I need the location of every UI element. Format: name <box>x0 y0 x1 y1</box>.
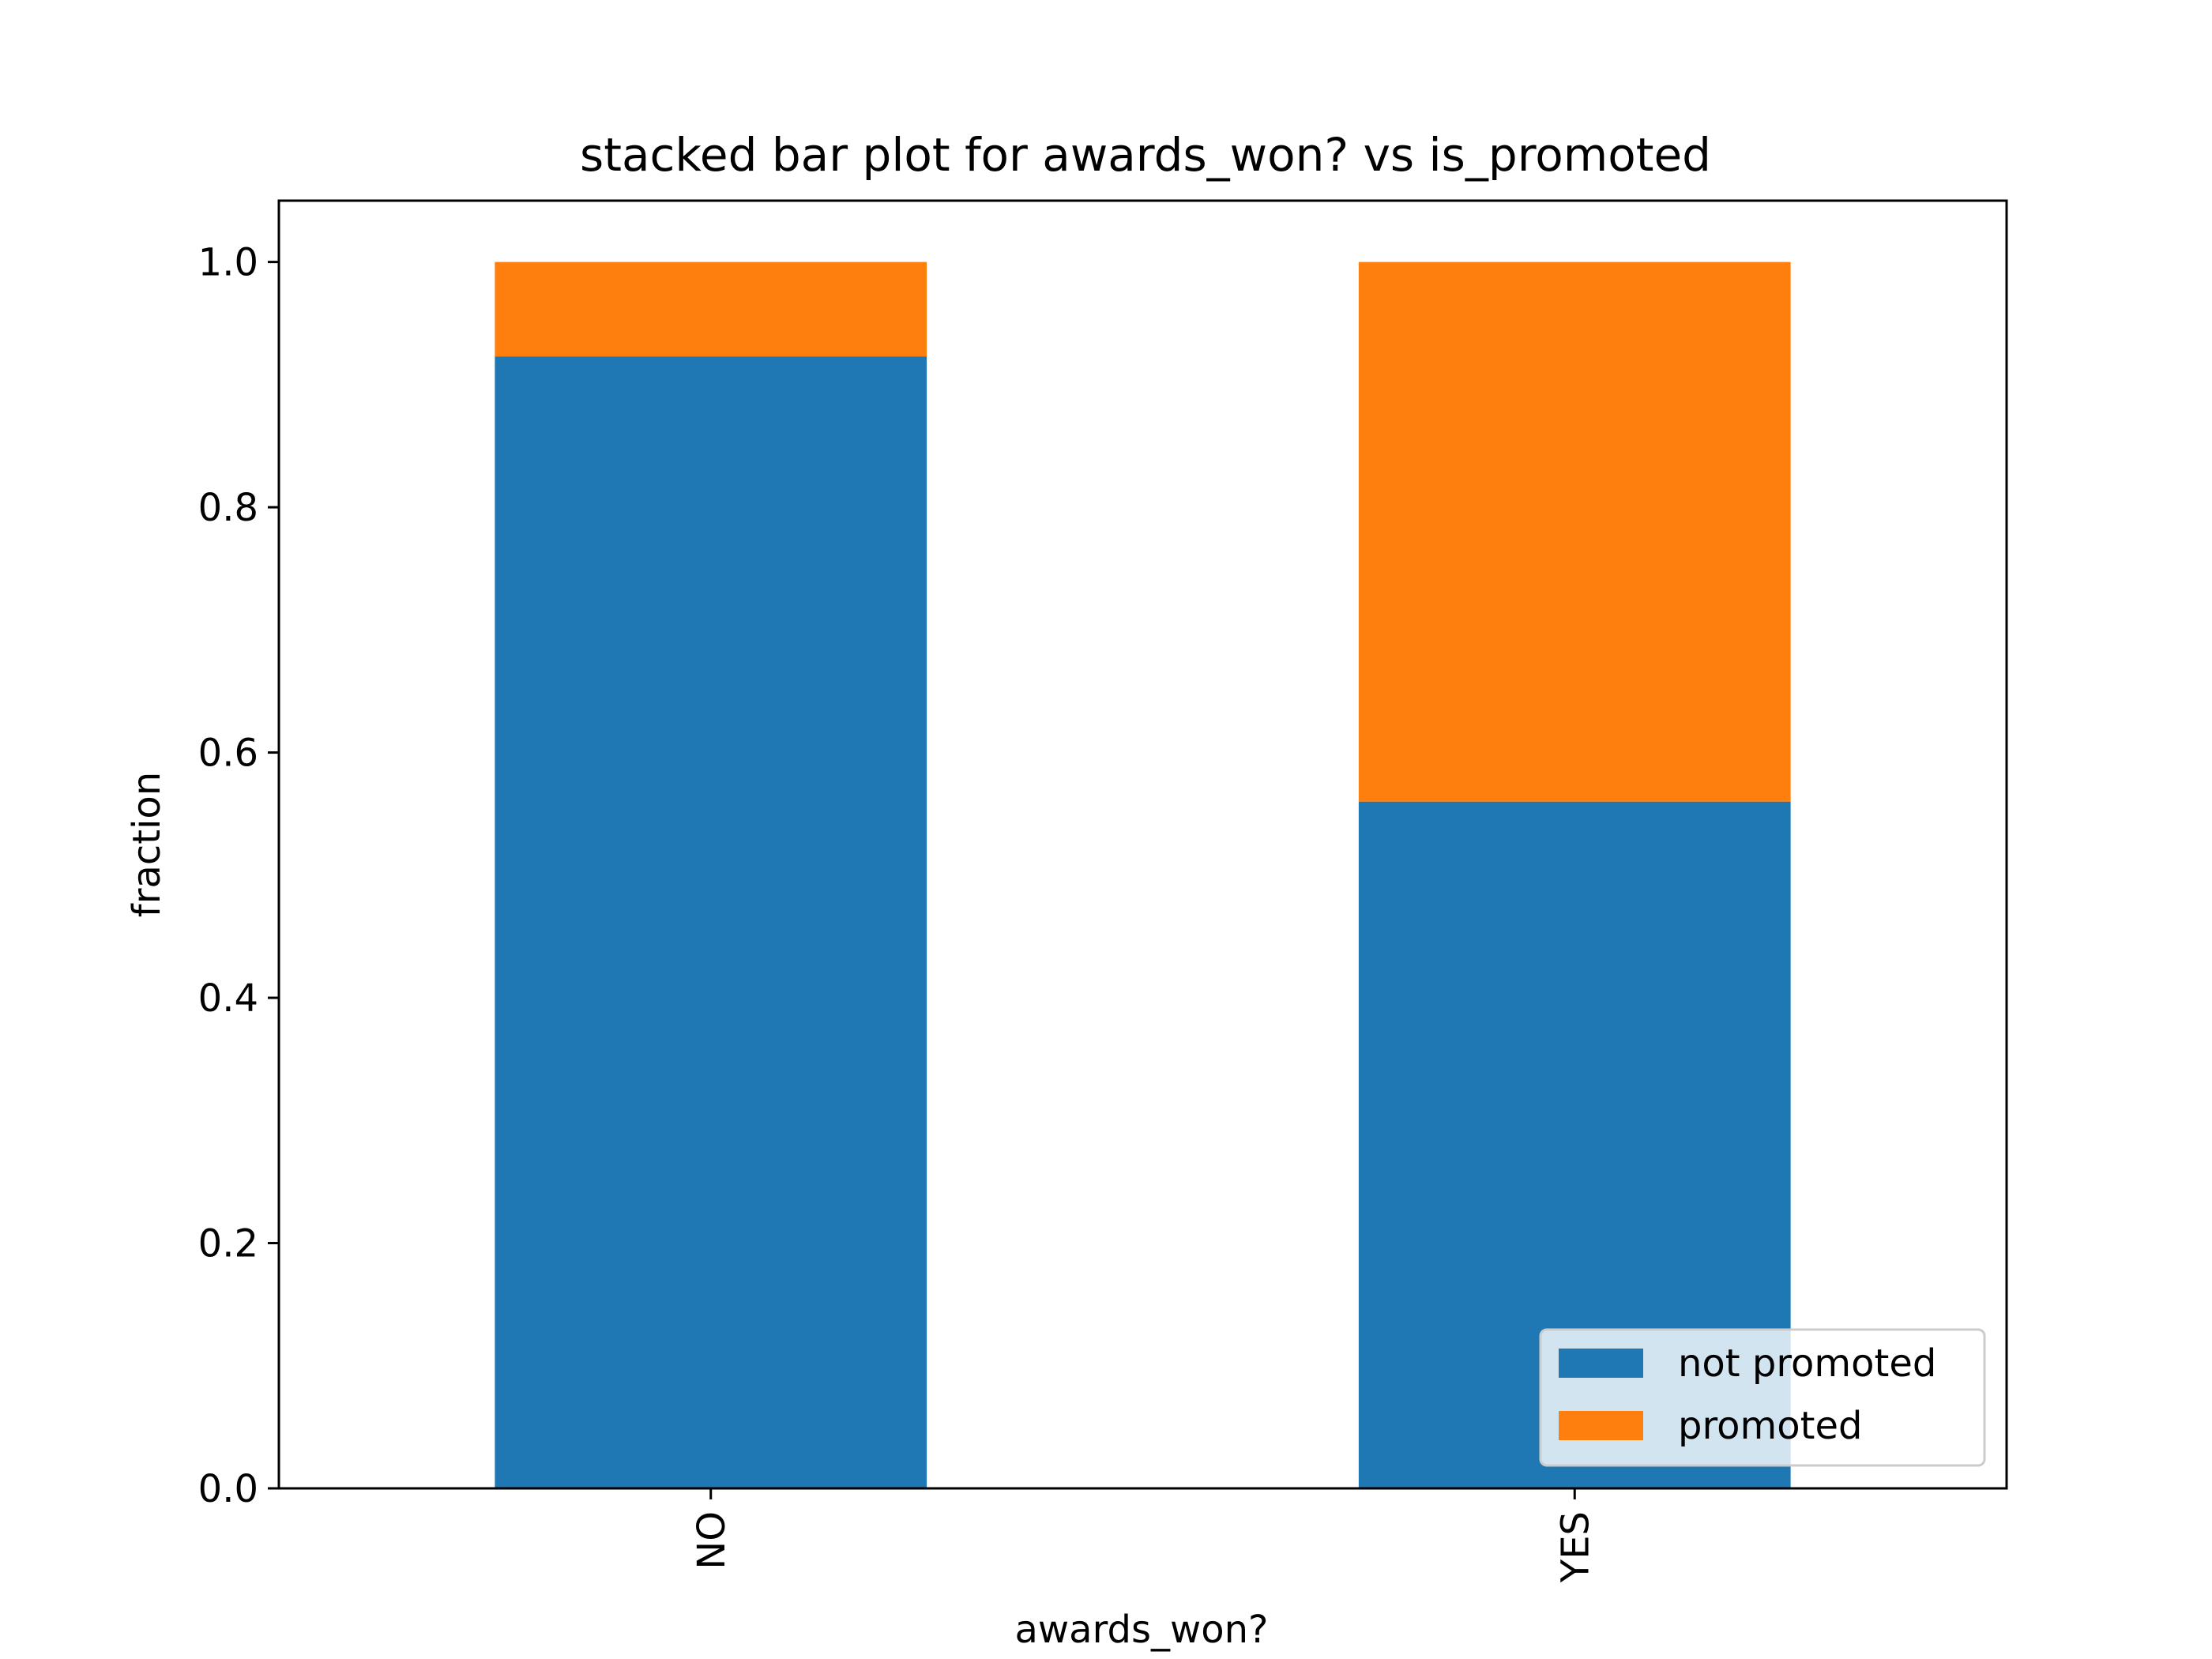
x-tick-label: YES <box>1553 1511 1597 1583</box>
bar-yes-promoted <box>1358 261 1791 802</box>
legend-label-not-promoted: not promoted <box>1678 1341 1936 1386</box>
y-tick-label: 0.2 <box>198 1222 258 1266</box>
legend-label-promoted: promoted <box>1678 1404 1862 1448</box>
y-tick-label: 1.0 <box>198 241 258 285</box>
chart-title: stacked bar plot for awards_won? vs is_p… <box>580 128 1711 182</box>
bar-no-not-promoted <box>495 356 927 1489</box>
legend-swatch-not-promoted <box>1559 1349 1643 1378</box>
bars-group <box>495 261 1791 1489</box>
plot-frame <box>277 199 2008 1490</box>
x-axis-label: awards_won? <box>1015 1608 1269 1652</box>
y-axis: 0.0 0.2 0.4 0.6 0.8 1.0 <box>198 241 279 1511</box>
y-tick-label: 0.4 <box>198 976 258 1021</box>
y-axis-label: fraction <box>125 772 169 917</box>
bar-no-promoted <box>495 261 927 357</box>
y-tick-label: 0.0 <box>198 1467 258 1511</box>
legend: not promoted promoted <box>1539 1328 1986 1467</box>
x-tick-label: NO <box>690 1511 734 1570</box>
legend-box <box>1539 1328 1986 1467</box>
x-axis: NO YES <box>690 1488 1597 1583</box>
legend-swatch-promoted <box>1559 1411 1643 1440</box>
y-tick-label: 0.8 <box>198 486 258 530</box>
y-tick-label: 0.6 <box>198 732 258 776</box>
